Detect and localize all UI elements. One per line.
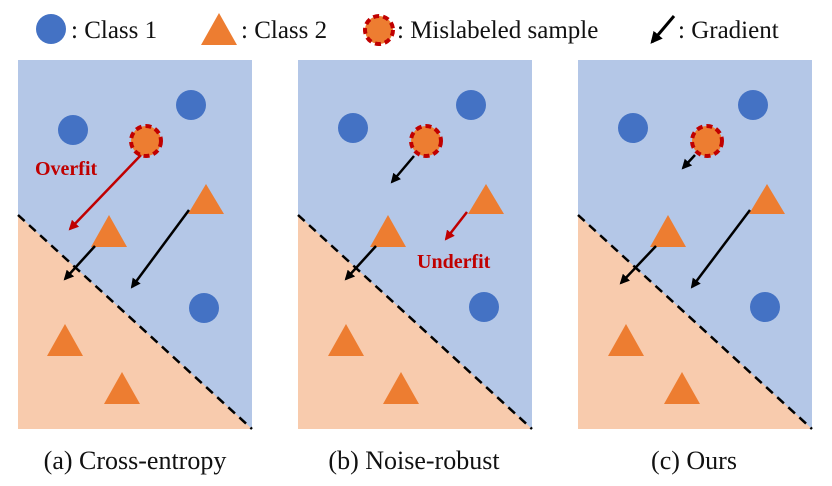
class1-point: [738, 90, 768, 120]
legend: : Class 1 : Class 2 : Mislabeled sample …: [36, 13, 779, 46]
gradient-arrow: [344, 245, 377, 281]
underfit-gradient-arrow: [444, 211, 468, 241]
class2-point: [328, 324, 364, 356]
gradient-arrow: [619, 245, 657, 285]
class2-point: [188, 184, 224, 214]
overfit-label: Overfit: [35, 158, 98, 180]
class1-point: [618, 113, 648, 143]
class2-point: [749, 184, 785, 214]
class2-point: [91, 215, 127, 247]
gradient-arrow: [690, 209, 751, 289]
mislabeled-legend-label: : Mislabeled sample: [397, 17, 598, 44]
class2-point: [383, 372, 419, 404]
panel-caption: (b) Noise-robust: [328, 446, 500, 475]
decision-boundary: [17, 214, 253, 430]
gradient-legend-icon: [650, 15, 676, 44]
panel-caption: (c) Ours: [651, 446, 737, 475]
overfit-gradient-arrow: [68, 154, 142, 231]
gradient-arrow: [390, 155, 415, 184]
gradient-legend-label: : Gradient: [678, 17, 779, 44]
mislabeled-legend-icon: [363, 14, 395, 46]
class1-point: [750, 292, 780, 322]
class2-point: [468, 184, 504, 214]
mislabeled-point: [409, 124, 443, 158]
gradient-arrow: [681, 154, 696, 170]
panel-caption: (a) Cross-entropy: [44, 446, 227, 475]
class1-point: [456, 90, 486, 120]
class2-point: [370, 215, 406, 247]
class2-point: [608, 324, 644, 356]
decision-boundary: [297, 214, 533, 430]
class2-point: [47, 324, 83, 356]
class2-point: [104, 372, 140, 404]
class1-point: [58, 115, 88, 145]
panel-cross-entropy: Overfit (a) Cross-entropy: [17, 60, 253, 475]
class2-legend-icon: [201, 13, 237, 45]
class2-legend-label: : Class 2: [241, 17, 327, 44]
panel-ours: (c) Ours: [577, 60, 813, 475]
class1-point: [176, 90, 206, 120]
class2-point: [664, 372, 700, 404]
panel-noise-robust: Underfit (b) Noise-robust: [297, 60, 533, 475]
gradient-arrow: [63, 245, 96, 281]
class2-point: [650, 215, 686, 247]
class1-point: [189, 293, 219, 323]
class1-point: [469, 292, 499, 322]
class1-legend-icon: [36, 14, 66, 44]
mislabeled-point: [690, 124, 724, 158]
gradient-arrow: [130, 209, 191, 289]
underfit-label: Underfit: [417, 251, 491, 273]
decision-boundary: [577, 214, 813, 430]
class1-legend-label: : Class 1: [71, 17, 157, 44]
class1-point: [338, 113, 368, 143]
mislabeled-point: [129, 124, 163, 158]
